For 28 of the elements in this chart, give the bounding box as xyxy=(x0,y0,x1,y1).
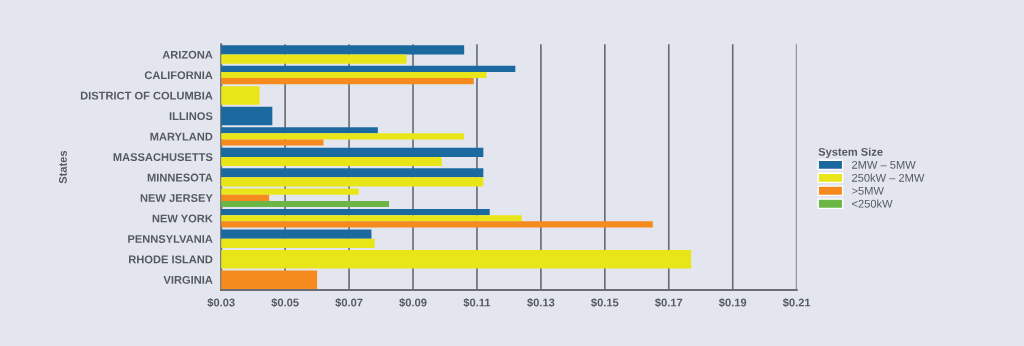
x-tick-label: $0.15 xyxy=(591,298,619,308)
y-tick-label: PENNSYLVANIA xyxy=(128,235,213,243)
legend-label: <250kW xyxy=(852,199,893,208)
legend-title: System Size xyxy=(818,147,883,158)
y-tick-label: ARIZONA xyxy=(162,50,213,59)
y-tick-label: MINNESOTA xyxy=(147,173,213,182)
x-tick-label: $0.09 xyxy=(399,298,427,308)
y-tick-label: CALIFORNIA xyxy=(144,71,213,80)
x-tick-label: $0.13 xyxy=(527,298,555,308)
y-tick-label: ILLINOS xyxy=(169,112,213,121)
x-tick-label: $0.03 xyxy=(207,298,235,308)
x-tick-label: $0.19 xyxy=(718,298,747,308)
legend-label: >5MW xyxy=(852,186,884,195)
x-tick-label: $0.11 xyxy=(463,298,491,308)
x-tick-label: $0.21 xyxy=(782,298,811,308)
y-tick-label: NEW YORK xyxy=(152,214,213,223)
y-tick-label: DISTRICT OF COLUMBIA xyxy=(80,91,213,100)
y-tick-label: RHODE ISLAND xyxy=(129,255,213,264)
legend-label: 2MW – 5MW xyxy=(852,160,916,169)
y-tick-label: MASSACHUSETTS xyxy=(113,153,213,162)
x-tick-label: $0.05 xyxy=(271,298,299,308)
y-tick-label: VIRGINIA xyxy=(163,275,213,284)
y-tick-label: MARYLAND xyxy=(150,132,213,141)
y-tick-label: NEW JERSEY xyxy=(140,194,213,202)
legend-label: 250kW – 2MW xyxy=(852,173,925,182)
x-tick-label: $0.17 xyxy=(655,298,683,308)
y-axis-title: States xyxy=(58,150,67,184)
x-tick-label: $0.07 xyxy=(335,298,363,308)
